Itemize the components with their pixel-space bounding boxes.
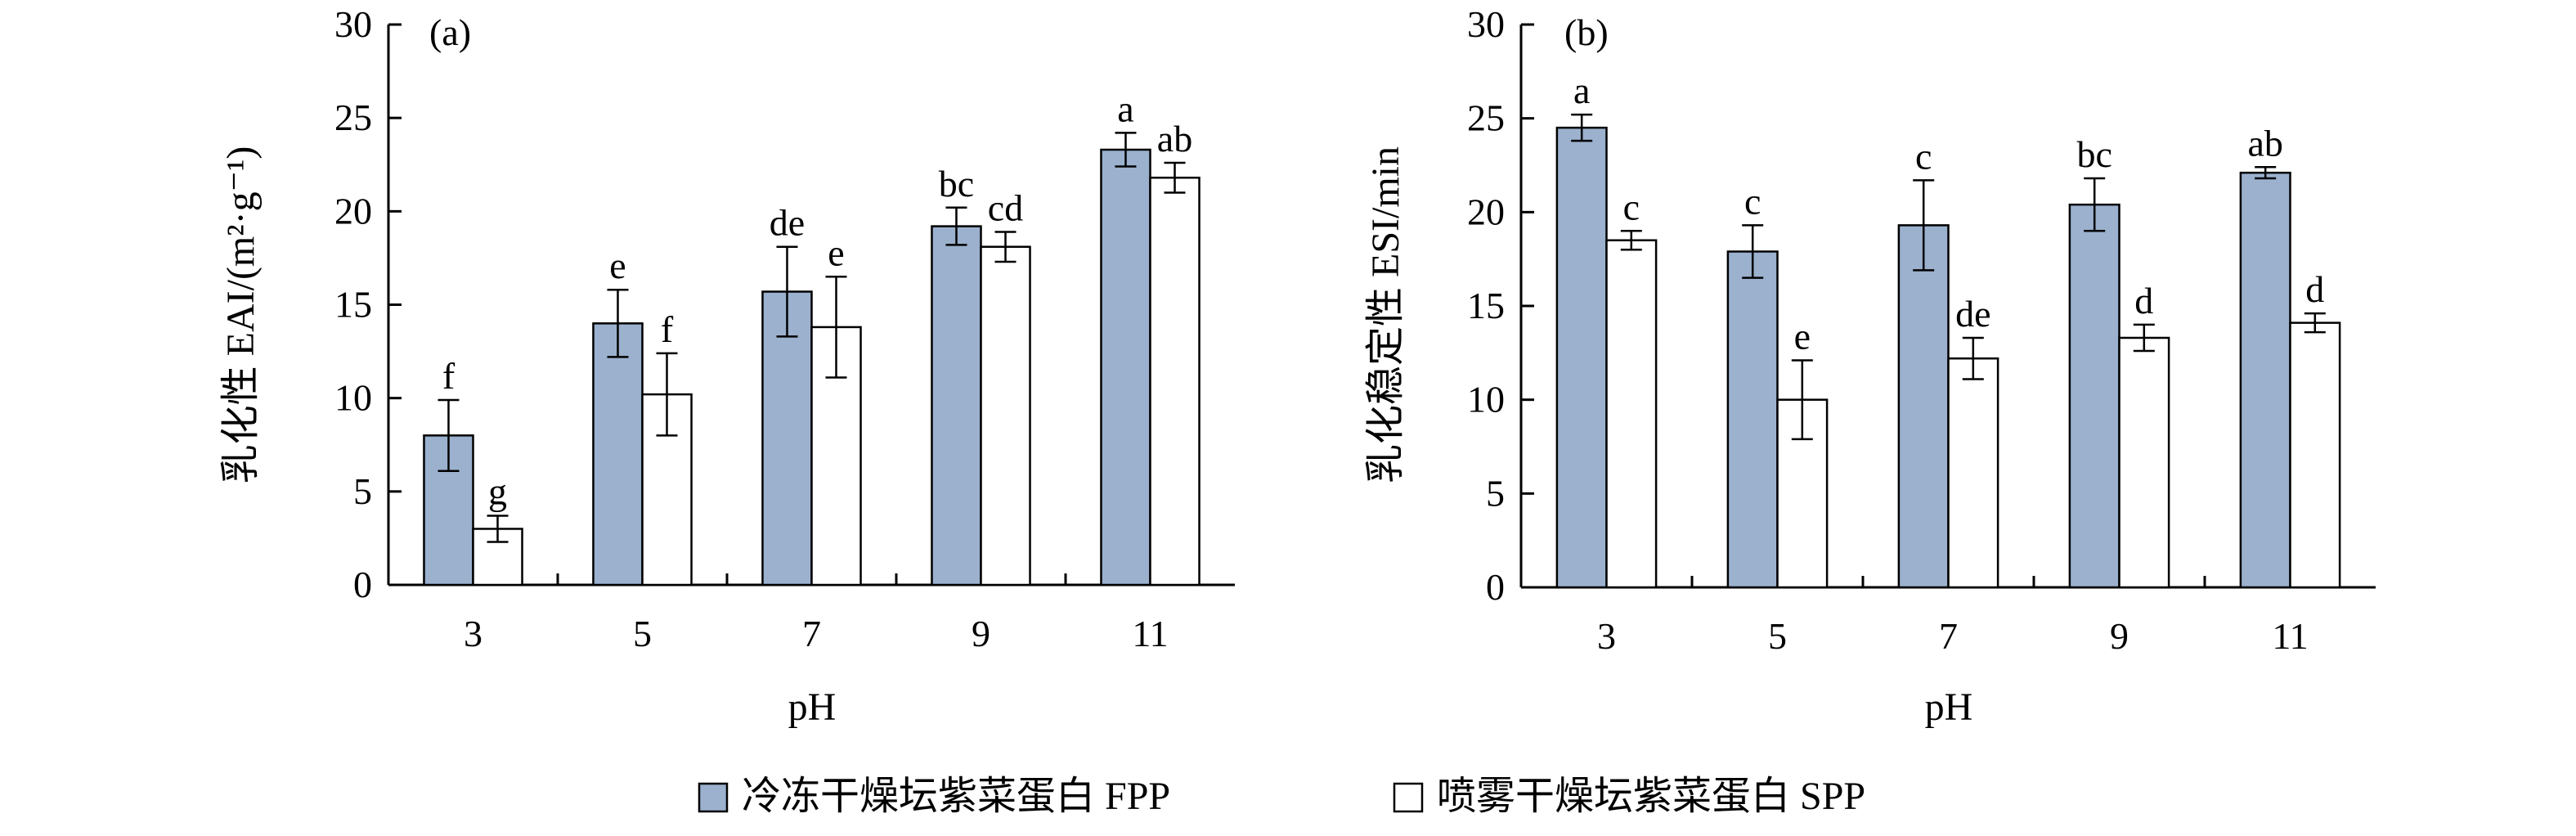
panel-b-significance-label: a xyxy=(1573,70,1590,111)
panel-b-x-axis-title: pH xyxy=(1925,685,1973,729)
panel-b-bar-fpp xyxy=(2239,171,2291,589)
panel-b-significance-label: d xyxy=(2134,280,2153,321)
legend-label-spp: 喷雾干燥坛紫菜蛋白 SPP xyxy=(1437,775,1865,818)
panel-b-significance-label: d xyxy=(2305,268,2324,310)
panel-a-x-tick-label: 11 xyxy=(1132,613,1168,654)
panel-b-significance-label: c xyxy=(1915,135,1932,177)
panel-b-y-tick-label: 0 xyxy=(1486,566,1505,608)
panel-a-x-tick-label: 7 xyxy=(802,613,821,654)
panel-b-bar-fpp xyxy=(1897,224,1950,589)
panel-b-significance-label: ab xyxy=(2247,122,2282,164)
panel-b-bar-fpp xyxy=(1726,250,1779,589)
panel-a-label: (a) xyxy=(429,11,471,53)
panel-a-significance-label: cd xyxy=(988,187,1023,228)
panel-a-y-tick-label: 25 xyxy=(334,97,372,138)
panel-a-x-tick-label: 5 xyxy=(633,613,652,654)
panel-b-bar-spp xyxy=(2289,321,2341,589)
panel-b-bar-spp xyxy=(1605,239,1658,589)
panel-a-y-tick-label: 15 xyxy=(334,284,372,326)
panel-b-y-tick-label: 15 xyxy=(1467,285,1505,326)
panel-a-significance-label: f xyxy=(661,308,674,350)
panel-a-significance-label: de xyxy=(770,202,805,244)
panel-b-y-tick-label: 30 xyxy=(1467,3,1505,45)
panel-a-significance-label: e xyxy=(828,231,844,273)
panel-b-x-tick-label: 3 xyxy=(1597,615,1616,657)
panel-a-y-tick-label: 5 xyxy=(353,470,372,512)
panel-a-bar-spp xyxy=(1149,176,1200,587)
panel-a-bar-spp xyxy=(980,245,1031,587)
panel-b-bar-fpp xyxy=(1555,126,1608,589)
panel-b-y-axis-title: 乳化稳定性 ESI/min xyxy=(1364,146,1407,483)
panel-a-bar-fpp xyxy=(931,225,982,587)
panel-a-bar-fpp xyxy=(592,322,644,587)
panel-b-significance-label: de xyxy=(1955,293,1990,335)
panel-b-x-tick-label: 11 xyxy=(2272,615,2308,657)
legend-swatch-fpp xyxy=(698,782,729,813)
panel-b-bar-spp xyxy=(2118,336,2170,589)
panel-a-x-axis-title: pH xyxy=(788,685,837,729)
panel-a-y-tick-label: 20 xyxy=(334,190,372,231)
panel-b-y-tick-label: 25 xyxy=(1467,97,1505,139)
legend: 冷冻干燥坛紫菜蛋白 FPP 喷雾干燥坛紫菜蛋白 SPP xyxy=(698,775,1865,818)
panel-a-significance-label: f xyxy=(442,355,456,397)
panel-a-chart: (a) 乳化性 EAI/(m²·g⁻¹) pH 0 5 10 15 20 25 30 3 f g 5… xyxy=(219,3,1235,729)
panel-a-y-tick-label: 10 xyxy=(334,377,372,419)
legend-label-fpp: 冷冻干燥坛紫菜蛋白 FPP xyxy=(742,775,1170,818)
panel-a-significance-label: ab xyxy=(1157,118,1192,160)
panel-b-x-tick-label: 5 xyxy=(1768,615,1787,657)
panel-a-bar-fpp xyxy=(761,290,813,587)
panel-b-bar-fpp xyxy=(2068,203,2120,589)
legend-swatch-spp xyxy=(1393,782,1424,813)
panel-a-bar-fpp xyxy=(423,434,474,587)
panel-b-significance-label: c xyxy=(1744,180,1761,222)
panel-a-significance-label: e xyxy=(609,245,626,286)
panel-a-bar-fpp xyxy=(1100,148,1151,587)
panel-b-bar-spp xyxy=(1947,357,1999,589)
panel-b-x-tick-label: 9 xyxy=(2110,615,2129,657)
panel-b-significance-label: c xyxy=(1623,186,1640,227)
panel-b-significance-label: e xyxy=(1794,316,1811,357)
panel-b-label: (b) xyxy=(1564,11,1609,53)
panel-a-x-tick-label: 9 xyxy=(972,613,990,654)
panel-a-bar-spp xyxy=(641,393,693,587)
panel-a-y-tick-label: 0 xyxy=(353,564,372,605)
panel-a-y-tick-label: 30 xyxy=(334,3,372,45)
panel-b-significance-label: bc xyxy=(2076,133,2112,175)
panel-b-y-tick-label: 20 xyxy=(1467,191,1505,232)
panel-b-chart: (b) 乳化稳定性 ESI/min pH 0 5 10 15 20 25 30 3 a c 5 c e 7… xyxy=(1364,3,2376,729)
panel-b-y-tick-label: 10 xyxy=(1467,379,1505,420)
panel-a-x-tick-label: 3 xyxy=(464,613,482,654)
panel-b-y-tick-label: 5 xyxy=(1486,472,1505,514)
panel-b-x-tick-label: 7 xyxy=(1939,615,1958,657)
panel-a-significance-label: bc xyxy=(939,163,974,205)
panel-a-y-axis-title: 乳化性 EAI/(m²·g⁻¹) xyxy=(219,146,263,484)
panel-a-significance-label: a xyxy=(1117,88,1133,129)
panel-a-significance-label: g xyxy=(488,471,507,513)
